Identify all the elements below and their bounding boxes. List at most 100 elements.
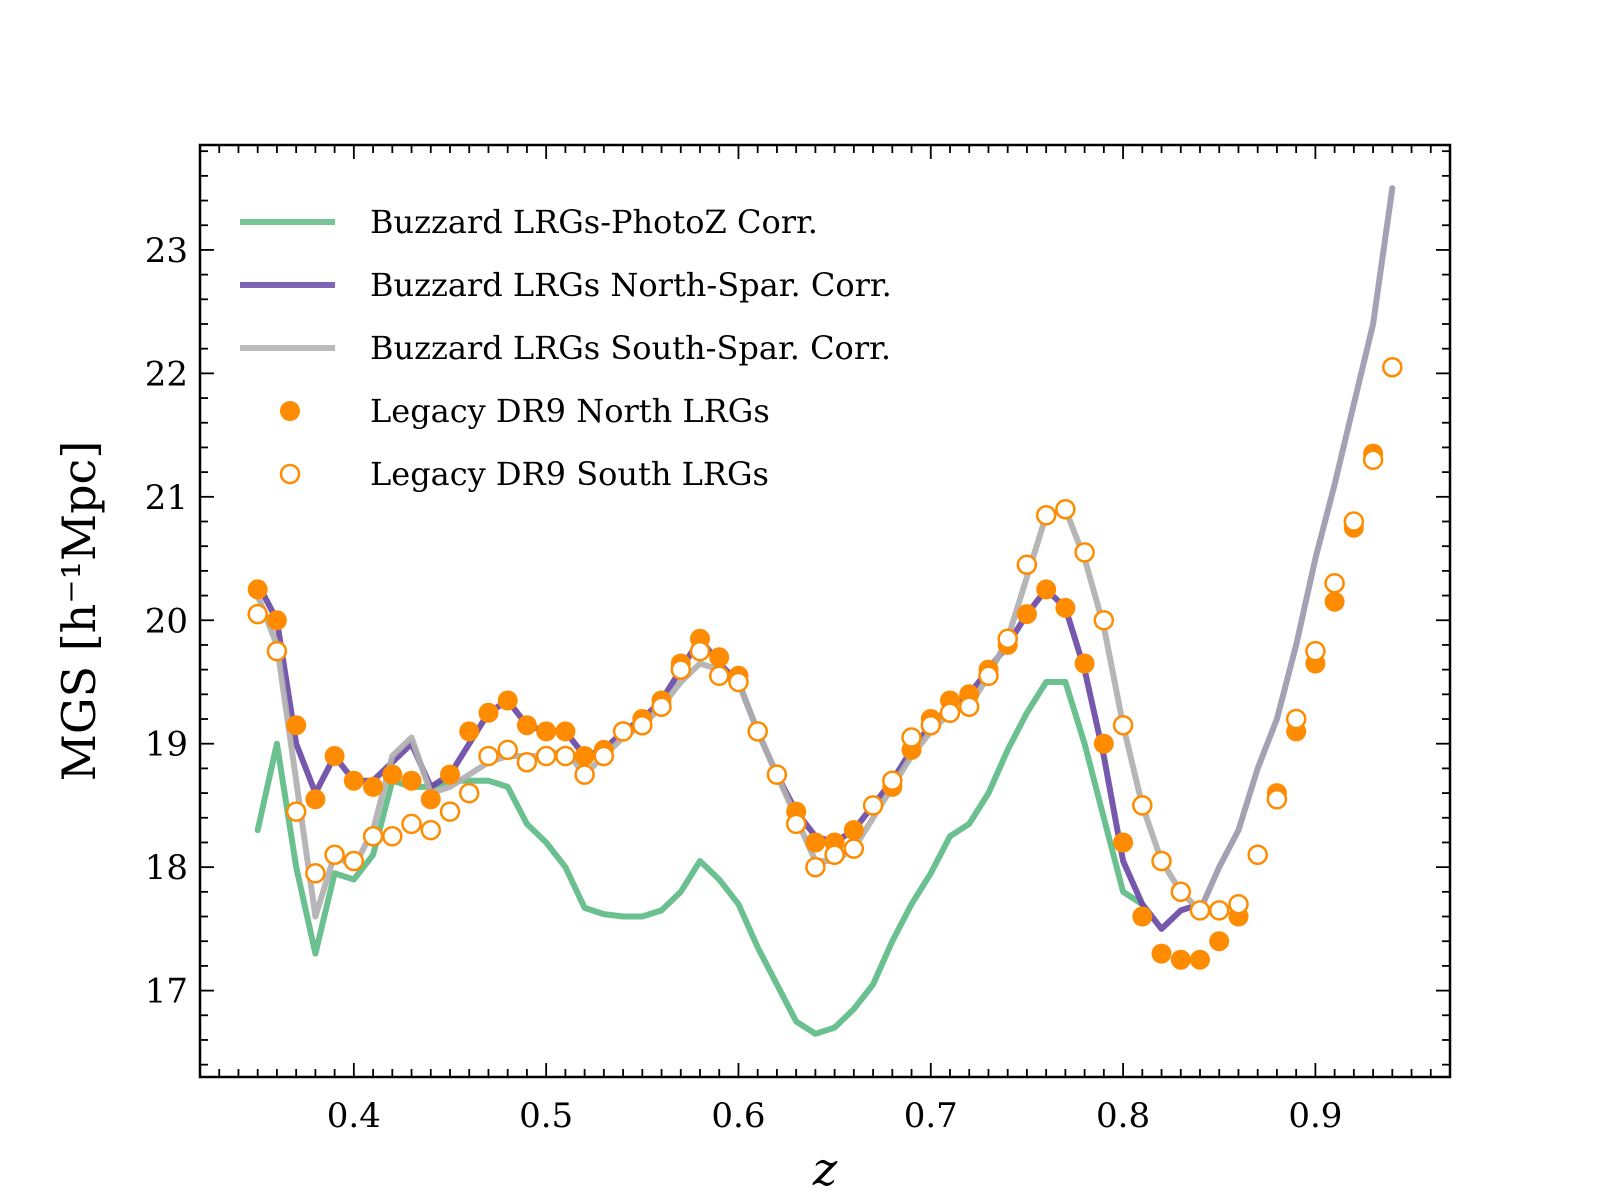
south-point-7 [382, 826, 403, 847]
north-point-40 [1016, 604, 1037, 625]
y-tick-label: 17 [145, 972, 188, 1012]
north-point-48 [1170, 949, 1191, 970]
south-point-31 [843, 838, 865, 859]
south-point-12 [478, 745, 499, 767]
south-point-4 [324, 844, 345, 866]
north-point-4 [324, 746, 345, 766]
north-point-12 [478, 702, 499, 723]
south-point-28 [785, 813, 807, 835]
north-point-7 [382, 764, 403, 785]
north-point-11 [459, 721, 480, 742]
legend-label: Buzzard LRGs-PhotoZ Corr. [370, 203, 818, 241]
south-point-33 [882, 770, 903, 791]
south-point-36 [939, 702, 961, 724]
north-point-5 [343, 770, 364, 791]
south-point-2 [285, 801, 307, 822]
y-tick-label: 21 [145, 478, 188, 518]
south-point-57 [1343, 511, 1365, 532]
south-point-48 [1170, 881, 1192, 903]
north-point-9 [420, 789, 441, 810]
series-line-buzzard-lrgs-high-z-combined [1197, 185, 1396, 914]
north-point-56 [1324, 591, 1345, 612]
south-point-39 [997, 628, 1018, 650]
south-point-10 [439, 801, 461, 822]
plot-markers [247, 356, 1403, 970]
legend-label: Buzzard LRGs North-Spar. Corr. [370, 266, 892, 304]
legend-label: Buzzard LRGs South-Spar. Corr. [370, 329, 891, 367]
north-point-29 [805, 832, 826, 853]
south-point-6 [362, 826, 384, 847]
north-point-13 [497, 690, 518, 711]
south-point-24 [708, 665, 730, 687]
south-point-21 [651, 696, 672, 717]
north-point-24 [709, 647, 730, 668]
north-point-3 [305, 789, 326, 810]
south-point-43 [1074, 542, 1095, 563]
south-point-9 [420, 819, 442, 841]
south-point-16 [555, 745, 576, 767]
north-point-17 [574, 746, 595, 766]
south-point-27 [766, 764, 788, 785]
south-point-47 [1151, 850, 1172, 872]
north-point-45 [1113, 832, 1134, 853]
axis-ticks [200, 145, 1450, 1077]
y-axis-label: MGS [h⁻¹Mpc] [52, 441, 106, 782]
north-point-0 [247, 579, 268, 600]
south-point-32 [862, 795, 884, 816]
south-point-14 [516, 751, 538, 773]
north-point-14 [516, 715, 537, 736]
north-point-46 [1132, 906, 1153, 927]
south-point-53 [1266, 789, 1288, 810]
series-line-buzzard-lrgs-north-spar-corr [254, 580, 1203, 932]
north-point-2 [286, 715, 307, 736]
south-point-11 [458, 782, 480, 804]
south-point-22 [670, 659, 692, 680]
south-point-44 [1093, 610, 1115, 631]
south-point-23 [689, 640, 711, 662]
north-point-10 [440, 764, 460, 785]
south-point-0 [247, 603, 268, 625]
north-point-16 [555, 721, 576, 742]
south-point-26 [747, 721, 768, 742]
tick-labels: 0.4 0.5 0.6 0.7 0.8 0.9 17 18 19 20 21 22 23 [145, 231, 1343, 1136]
south-point-58 [1362, 449, 1384, 471]
north-point-42 [1055, 597, 1076, 618]
y-tick-label: 20 [145, 601, 188, 641]
series-line-buzzard-lrgs-photoz-corr [254, 679, 1146, 1037]
south-point-34 [901, 727, 922, 748]
south-point-17 [574, 764, 595, 785]
north-point-44 [1093, 733, 1114, 754]
south-point-59 [1382, 356, 1403, 378]
north-point-31 [843, 820, 864, 841]
north-point-6 [363, 776, 384, 797]
south-point-49 [1189, 900, 1211, 921]
south-point-50 [1208, 900, 1230, 921]
south-point-52 [1247, 844, 1268, 866]
legend-label: Legacy DR9 South LRGs [370, 455, 769, 493]
south-point-29 [805, 856, 826, 878]
x-axis-label: z [812, 1142, 838, 1196]
y-tick-label: 23 [145, 231, 188, 271]
south-point-30 [824, 844, 845, 866]
south-point-54 [1285, 708, 1307, 730]
y-tick-label: 19 [145, 725, 188, 765]
south-point-18 [593, 745, 615, 767]
legend-marker-legacy-dr9-south-lrgs [279, 463, 301, 485]
south-point-5 [343, 850, 365, 872]
x-tick-label: 0.9 [1288, 1096, 1342, 1136]
south-point-51 [1228, 893, 1249, 915]
south-point-25 [728, 671, 749, 693]
south-point-20 [632, 714, 653, 736]
y-tick-label: 22 [145, 354, 188, 394]
south-point-40 [1016, 554, 1038, 575]
south-point-46 [1132, 795, 1153, 816]
north-point-15 [536, 721, 557, 742]
south-point-35 [920, 714, 942, 736]
legend-label: Legacy DR9 North LRGs [370, 392, 770, 430]
north-point-1 [266, 610, 287, 631]
south-point-3 [305, 863, 326, 884]
south-point-13 [497, 739, 518, 761]
legend-marker-legacy-dr9-north-lrgs [280, 401, 300, 421]
south-point-55 [1305, 640, 1326, 662]
